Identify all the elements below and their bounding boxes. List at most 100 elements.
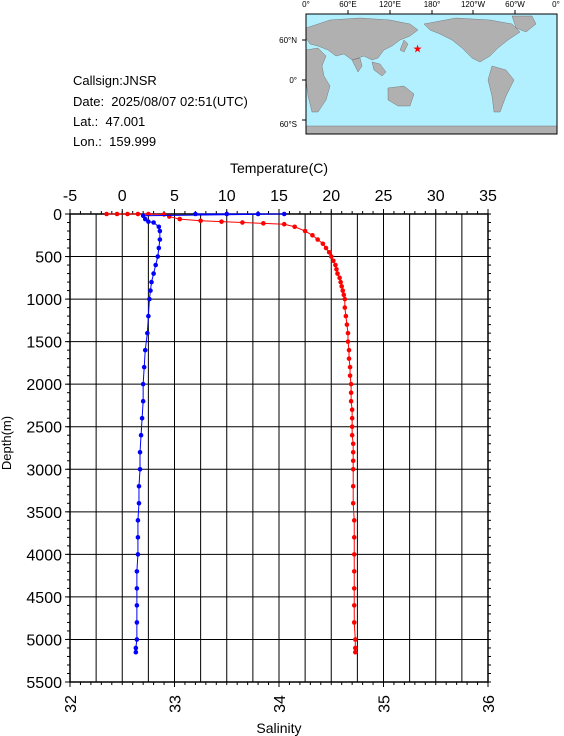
info-lon: Lon.: 159.999 xyxy=(73,134,157,149)
series-0-point xyxy=(341,292,347,298)
map-lat-label: 60°N xyxy=(279,36,297,45)
series-1-point xyxy=(157,228,163,234)
series-1-point xyxy=(142,216,148,222)
series-0-point xyxy=(351,552,357,557)
tick-labels: 0 500 1000 1500 2000 2500 3000 3500 4000 4500 5000… xyxy=(26,188,498,713)
salinity-tick-label: 34 xyxy=(272,695,289,713)
salinity-tick-label: 33 xyxy=(168,695,185,713)
series-0-point xyxy=(348,381,354,387)
series-1-point xyxy=(224,211,230,217)
series-1-point xyxy=(146,219,151,224)
series-0-point xyxy=(135,211,141,217)
series-0-point xyxy=(351,586,357,591)
series-0-point xyxy=(342,305,348,310)
series-0-point xyxy=(337,275,342,281)
series-1-point xyxy=(148,288,153,293)
series-0-point xyxy=(351,620,357,625)
series-0-point xyxy=(292,224,297,230)
series-0-point xyxy=(346,347,352,353)
series-1-point xyxy=(141,364,147,370)
map-land xyxy=(305,15,558,135)
series-0-point xyxy=(125,211,130,217)
map-frame-ticks xyxy=(302,10,516,121)
series-0-point xyxy=(350,441,356,447)
series-1-point xyxy=(135,535,141,540)
series-0-point xyxy=(323,245,329,251)
temperature-tick-label: 20 xyxy=(322,188,340,205)
series-1-point xyxy=(133,645,139,651)
series-0-point xyxy=(352,649,358,655)
map-lon-label: 0° xyxy=(552,0,560,9)
map-lon-label: 120°W xyxy=(461,0,486,9)
data-points xyxy=(104,211,358,655)
series-1-point xyxy=(193,211,198,217)
series-1-point xyxy=(151,271,156,276)
series-1-point xyxy=(140,398,146,404)
series-0-point xyxy=(350,449,356,455)
temperature-tick-label: 25 xyxy=(375,188,393,205)
map-lon-label: 60°W xyxy=(505,0,525,9)
depth-tick-label: 3000 xyxy=(26,462,62,479)
series-1-point xyxy=(156,224,162,230)
series-line-1 xyxy=(135,213,285,653)
series-0-point xyxy=(351,569,357,574)
map-lat-label: 0° xyxy=(289,76,297,85)
series-0-point xyxy=(350,466,356,472)
series-0-point xyxy=(349,432,355,438)
series-0-point xyxy=(345,330,351,336)
temperature-tick-label: 15 xyxy=(270,188,288,205)
series-0-point xyxy=(351,518,357,523)
series-1-point xyxy=(155,254,161,259)
series-0-point xyxy=(302,228,308,234)
series-0-point xyxy=(261,221,266,226)
depth-tick-label: 500 xyxy=(35,250,62,267)
series-1-point xyxy=(136,501,142,506)
temperature-tick-label: 0 xyxy=(118,188,127,205)
series-0-point xyxy=(347,364,353,370)
info-date: Date: 2025/08/07 02:51(UTC) xyxy=(73,94,248,109)
depth-tick-label: 4000 xyxy=(26,547,62,564)
map-lon-label: 180° xyxy=(424,0,441,9)
series-0-point xyxy=(348,390,354,395)
series-0-point xyxy=(335,271,340,276)
series-0-point xyxy=(351,603,357,608)
series-0-point xyxy=(198,218,203,224)
series-1-point xyxy=(139,415,145,421)
plot-grid xyxy=(69,213,489,683)
series-0-point xyxy=(352,645,358,651)
series-1-point xyxy=(151,220,156,225)
temperature-tick-label: -5 xyxy=(63,188,77,205)
series-0-point xyxy=(104,211,109,217)
series-0-point xyxy=(219,219,224,224)
series-1-point xyxy=(137,449,143,455)
series-0-point xyxy=(352,637,358,642)
depth-tick-label: 2500 xyxy=(26,420,62,437)
info-callsign: Callsign:JNSR xyxy=(73,73,157,88)
series-1-point xyxy=(136,483,142,489)
series-0-point xyxy=(349,407,355,413)
series-0-point xyxy=(350,501,356,506)
series-0-point xyxy=(161,212,167,217)
series-0-point xyxy=(350,483,356,489)
series-1-point xyxy=(153,262,158,268)
series-0-point xyxy=(240,220,245,225)
series-0-point xyxy=(338,279,343,285)
series-1-point xyxy=(156,245,162,251)
series-1-point xyxy=(134,569,140,574)
temperature-tick-label: 30 xyxy=(427,188,445,205)
world-map: 0° 60°E 120°E 180° 120°W 60°W 0° 60°N 0°… xyxy=(279,0,560,135)
series-1-point xyxy=(135,518,141,523)
series-0-point xyxy=(343,313,349,319)
map-lon-label: 0° xyxy=(302,0,310,9)
series-0-point xyxy=(326,249,332,255)
x-bottom-axis-title: Salinity xyxy=(256,720,301,736)
series-1-point xyxy=(134,586,140,591)
series-0-point xyxy=(347,373,353,378)
map-lon-label: 120°E xyxy=(379,0,401,9)
series-0-point xyxy=(346,356,352,361)
series-1-point xyxy=(134,620,140,625)
series-1-point xyxy=(140,381,146,387)
station-star-icon: ★ xyxy=(413,44,423,56)
series-1-point xyxy=(140,213,146,219)
depth-tick-label: 5500 xyxy=(26,675,62,692)
